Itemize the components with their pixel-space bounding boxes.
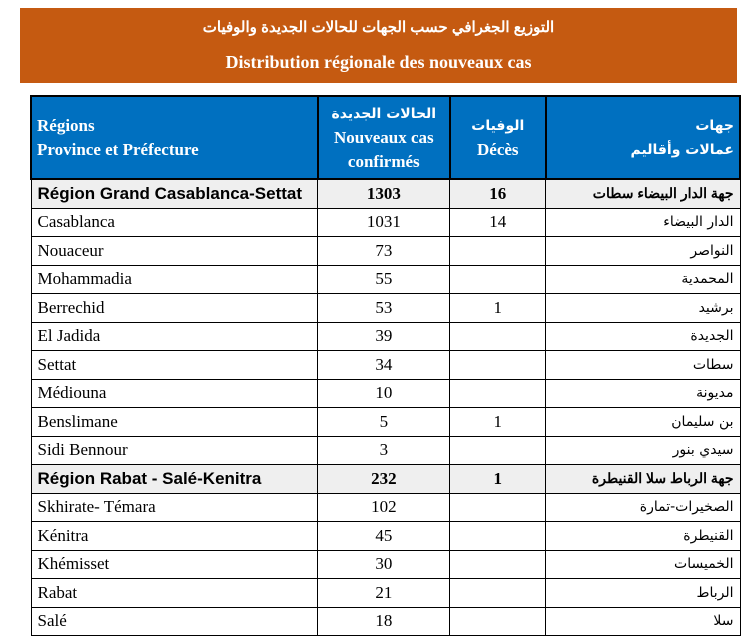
cases-cell: 3 xyxy=(317,435,451,465)
table-row: Nouaceur 73 النواصر xyxy=(30,236,741,266)
header-deaths: الوفيات Décès xyxy=(448,95,547,180)
deaths-cell xyxy=(449,606,547,636)
cases-cell: 30 xyxy=(317,549,451,579)
table-row: Casablanca 1031 14 الدار البيضاء xyxy=(30,207,741,237)
table-row: Khémisset 30 الخميسات xyxy=(30,549,741,579)
name-ar-cell: الجديدة xyxy=(545,321,741,351)
name-cell: Mohammadia xyxy=(30,264,319,294)
deaths-cell xyxy=(449,378,547,408)
distribution-table: Régions Province et Préfecture الحالات ال… xyxy=(30,95,742,636)
deaths-cell xyxy=(449,578,547,608)
name-cell: Médiouna xyxy=(30,378,319,408)
deaths-cell: 16 xyxy=(449,178,547,209)
cases-cell: 21 xyxy=(317,578,451,608)
cases-cell: 5 xyxy=(317,407,451,437)
title-banner: التوزيع الجغرافي حسب الجهات للحالات الجد… xyxy=(20,8,737,83)
name-ar-cell: جهة الرباط سلا القنيطرة xyxy=(545,464,741,494)
name-cell: Benslimane xyxy=(30,407,319,437)
table-row: Kénitra 45 القنيطرة xyxy=(30,521,741,551)
deaths-cell xyxy=(449,321,547,351)
table-row: Salé 18 سلا xyxy=(30,606,741,636)
cases-cell: 55 xyxy=(317,264,451,294)
deaths-cell xyxy=(449,236,547,266)
name-ar-cell: النواصر xyxy=(545,236,741,266)
header-cases: الحالات الجديدة Nouveaux cas confirmés xyxy=(316,95,451,180)
deaths-cell xyxy=(449,492,547,522)
table-row: Skhirate- Témara 102 الصخيرات-تمارة xyxy=(30,492,741,522)
region-row: Région Rabat - Salé-Kenitra 232 1 جهة الربا… xyxy=(30,464,741,494)
deaths-cell xyxy=(449,521,547,551)
name-ar-cell: سيدي بنور xyxy=(545,435,741,465)
cases-cell: 34 xyxy=(317,350,451,380)
table-row: Sidi Bennour 3 سيدي بنور xyxy=(30,435,741,465)
name-cell: El Jadida xyxy=(30,321,319,351)
name-cell: Berrechid xyxy=(30,293,319,323)
deaths-cell xyxy=(449,435,547,465)
deaths-cell xyxy=(449,264,547,294)
table-row: Rabat 21 الرباط xyxy=(30,578,741,608)
cases-cell: 53 xyxy=(317,293,451,323)
deaths-cell: 14 xyxy=(449,207,547,237)
cases-cell: 39 xyxy=(317,321,451,351)
cases-cell: 102 xyxy=(317,492,451,522)
cases-cell: 10 xyxy=(317,378,451,408)
name-ar-cell: برشيد xyxy=(545,293,741,323)
cases-cell: 73 xyxy=(317,236,451,266)
name-cell: Skhirate- Témara xyxy=(30,492,319,522)
cases-cell: 1303 xyxy=(317,178,451,209)
table-row: Mohammadia 55 المحمدية xyxy=(30,264,741,294)
name-cell: Khémisset xyxy=(30,549,319,579)
header-row: Régions Province et Préfecture الحالات ال… xyxy=(30,95,742,180)
cases-cell: 45 xyxy=(317,521,451,551)
header-regions: Régions Province et Préfecture xyxy=(30,95,319,180)
name-ar-cell: سلا xyxy=(545,606,741,636)
name-ar-cell: المحمدية xyxy=(545,264,741,294)
name-cell: Salé xyxy=(30,606,319,636)
table-row: Berrechid 53 1 برشيد xyxy=(30,293,741,323)
region-row: Région Grand Casablanca-Settat 1303 16 جهة … xyxy=(30,178,741,209)
name-cell: Kénitra xyxy=(30,521,319,551)
header-regions-ar: جهات عمالات وأقاليم xyxy=(544,95,742,180)
deaths-cell: 1 xyxy=(449,407,547,437)
name-cell: Sidi Bennour xyxy=(30,435,319,465)
name-ar-cell: بن سليمان xyxy=(545,407,741,437)
name-cell: Casablanca xyxy=(30,207,319,237)
name-ar-cell: سطات xyxy=(545,350,741,380)
deaths-cell: 1 xyxy=(449,464,547,494)
name-ar-cell: الدار البيضاء xyxy=(545,207,741,237)
name-ar-cell: جهة الدار البيضاء سطات xyxy=(545,178,741,209)
cases-cell: 18 xyxy=(317,606,451,636)
cases-cell: 1031 xyxy=(317,207,451,237)
name-cell: Région Grand Casablanca-Settat xyxy=(30,178,319,209)
title-french: Distribution régionale des nouveaux cas xyxy=(225,52,532,72)
name-ar-cell: الرباط xyxy=(545,578,741,608)
deaths-cell xyxy=(449,549,547,579)
name-ar-cell: القنيطرة xyxy=(545,521,741,551)
table-row: Benslimane 5 1 بن سليمان xyxy=(30,407,741,437)
table-row: Médiouna 10 مديونة xyxy=(30,378,741,408)
title-arabic: التوزيع الجغرافي حسب الجهات للحالات الجد… xyxy=(202,19,555,36)
name-ar-cell: الخميسات xyxy=(545,549,741,579)
name-ar-cell: الصخيرات-تمارة xyxy=(545,492,741,522)
cases-cell: 232 xyxy=(317,464,451,494)
name-cell: Rabat xyxy=(30,578,319,608)
name-cell: Région Rabat - Salé-Kenitra xyxy=(30,464,319,494)
table-row: El Jadida 39 الجديدة xyxy=(30,321,741,351)
table-row: Settat 34 سطات xyxy=(30,350,741,380)
name-cell: Nouaceur xyxy=(30,236,319,266)
name-ar-cell: مديونة xyxy=(545,378,741,408)
name-cell: Settat xyxy=(30,350,319,380)
deaths-cell: 1 xyxy=(449,293,547,323)
deaths-cell xyxy=(449,350,547,380)
